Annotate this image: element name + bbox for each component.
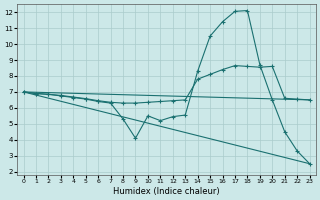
X-axis label: Humidex (Indice chaleur): Humidex (Indice chaleur) (113, 187, 220, 196)
